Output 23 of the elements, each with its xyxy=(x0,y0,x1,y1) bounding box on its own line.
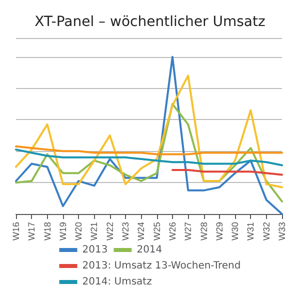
x-tick-label: W21 xyxy=(89,222,100,241)
x-tick-label: W17 xyxy=(26,222,37,241)
legend-label: 2014 xyxy=(136,244,162,256)
x-tick-label: W18 xyxy=(42,222,52,241)
x-tick-label: W33 xyxy=(277,222,287,241)
legend-label: 2014: Umsatz xyxy=(82,276,152,288)
x-tick-label: W26 xyxy=(167,222,178,241)
x-tick-label: W25 xyxy=(152,222,162,241)
x-tick-label: W20 xyxy=(74,222,84,241)
x-tick-label: W30 xyxy=(230,222,240,241)
x-tick-label: W32 xyxy=(261,222,272,241)
x-tick-label: W28 xyxy=(198,222,209,241)
legend-label: 2013: Umsatz 13-Wochen-Trend xyxy=(82,260,241,272)
x-tick-label: W24 xyxy=(136,222,146,241)
x-tick-label: W19 xyxy=(58,222,68,241)
x-tick-label: W16 xyxy=(11,222,21,241)
x-tick-label: W23 xyxy=(120,222,131,241)
x-tick-label: W22 xyxy=(104,222,115,241)
x-tick-label: W31 xyxy=(246,222,256,241)
x-tick-label: W29 xyxy=(214,222,224,241)
x-tick-label: W27 xyxy=(183,222,194,241)
chart-title: XT-Panel – wöchentlicher Umsatz xyxy=(34,14,266,30)
legend-label: 2013 xyxy=(82,244,108,256)
